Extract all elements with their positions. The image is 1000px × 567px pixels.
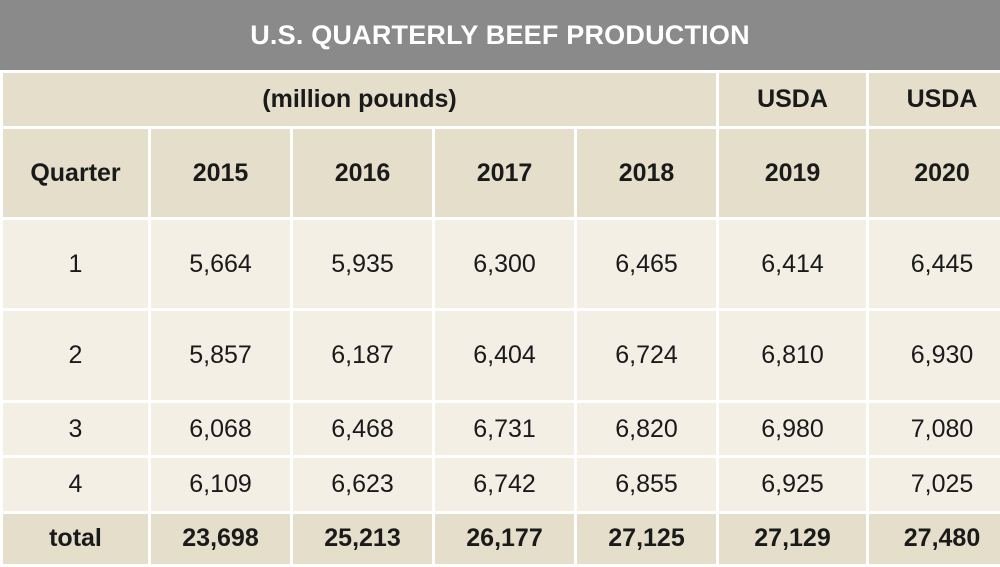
table-cell: 7,080 xyxy=(869,402,1000,456)
table-cell: 6,742 xyxy=(435,458,574,511)
quarter-label: 1 xyxy=(3,219,148,309)
year-header-2018: 2018 xyxy=(577,129,716,217)
table-cell: 5,664 xyxy=(151,219,290,309)
table-row: 2 5,857 6,187 6,404 6,724 6,810 6,930 xyxy=(3,311,1000,400)
total-row: total 23,698 25,213 26,177 27,125 27,129… xyxy=(3,513,1000,564)
total-cell: 27,129 xyxy=(719,513,866,564)
table-cell: 6,731 xyxy=(435,402,574,456)
table-cell: 6,187 xyxy=(293,311,432,400)
table-cell: 5,935 xyxy=(293,219,432,309)
total-cell: 27,125 xyxy=(577,513,716,564)
table-cell: 6,820 xyxy=(577,402,716,456)
table-title: U.S. QUARTERLY BEEF PRODUCTION xyxy=(0,0,1000,70)
total-label: total xyxy=(3,513,148,564)
header-row-units: (million pounds) USDA USDA xyxy=(3,73,1000,127)
total-cell: 26,177 xyxy=(435,513,574,564)
table-cell: 5,857 xyxy=(151,311,290,400)
total-cell: 23,698 xyxy=(151,513,290,564)
table-cell: 6,855 xyxy=(577,458,716,511)
projection-label-2020: USDA xyxy=(869,73,1000,127)
table-cell: 6,300 xyxy=(435,219,574,309)
table-cell: 6,445 xyxy=(869,219,1000,309)
table-cell: 6,465 xyxy=(577,219,716,309)
table-row: 3 6,068 6,468 6,731 6,820 6,980 7,080 xyxy=(3,402,1000,456)
total-cell: 25,213 xyxy=(293,513,432,564)
table-cell: 6,404 xyxy=(435,311,574,400)
table-cell: 6,623 xyxy=(293,458,432,511)
quarter-label: 2 xyxy=(3,311,148,400)
year-header-2019: 2019 xyxy=(719,129,866,217)
quarter-header: Quarter xyxy=(3,129,148,217)
quarter-label: 4 xyxy=(3,458,148,511)
year-header-2017: 2017 xyxy=(435,129,574,217)
table-cell: 6,925 xyxy=(719,458,866,511)
beef-production-table: (million pounds) USDA USDA Quarter 2015 … xyxy=(0,70,1000,567)
table-cell: 6,930 xyxy=(869,311,1000,400)
table-cell: 6,468 xyxy=(293,402,432,456)
total-cell: 27,480 xyxy=(869,513,1000,564)
quarter-label: 3 xyxy=(3,402,148,456)
table-cell: 6,980 xyxy=(719,402,866,456)
header-row-years: Quarter 2015 2016 2017 2018 2019 2020 xyxy=(3,129,1000,217)
table-cell: 6,724 xyxy=(577,311,716,400)
projection-label-2019: USDA xyxy=(719,73,866,127)
unit-label: (million pounds) xyxy=(3,73,716,127)
table-cell: 6,810 xyxy=(719,311,866,400)
table-cell: 6,109 xyxy=(151,458,290,511)
table-cell: 6,414 xyxy=(719,219,866,309)
year-header-2016: 2016 xyxy=(293,129,432,217)
table-cell: 7,025 xyxy=(869,458,1000,511)
year-header-2020: 2020 xyxy=(869,129,1000,217)
year-header-2015: 2015 xyxy=(151,129,290,217)
table-row: 1 5,664 5,935 6,300 6,465 6,414 6,445 xyxy=(3,219,1000,309)
table-row: 4 6,109 6,623 6,742 6,855 6,925 7,025 xyxy=(3,458,1000,511)
table-cell: 6,068 xyxy=(151,402,290,456)
